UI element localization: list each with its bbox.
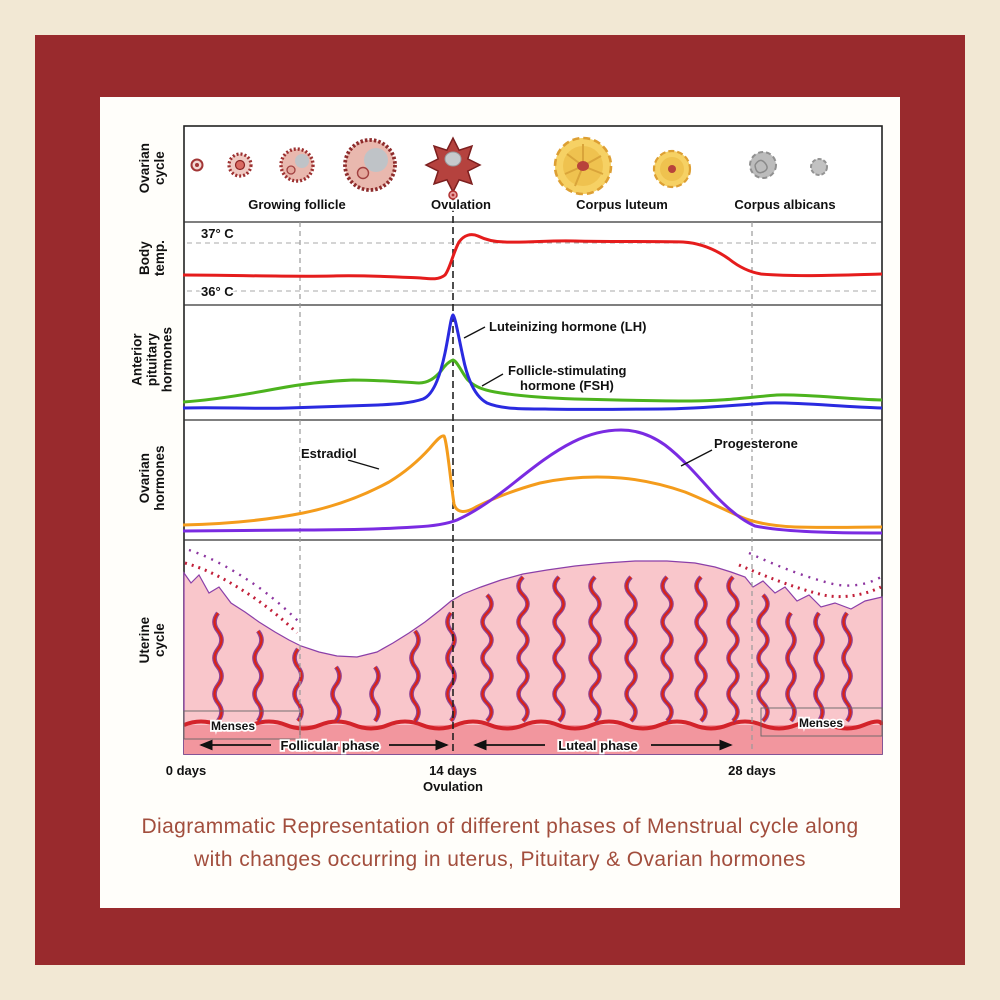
- fsh-curve: [182, 358, 883, 404]
- ovarian-cycle-icons: Growing follicle Ovulation Corpus luteum…: [190, 136, 836, 214]
- corpus-luteum-icon: [553, 136, 613, 196]
- fsh-label-line2: hormone (FSH): [520, 378, 614, 393]
- menstrual-cycle-diagram: Menses Menses 37° C 36° C Lute: [166, 125, 883, 794]
- primary-follicle-icon: [190, 158, 204, 172]
- estradiol-leader-line: [347, 459, 380, 470]
- menses-speckles-right-2: [748, 551, 882, 587]
- ovulation-icon: [424, 136, 482, 200]
- basal-layer-line: [183, 719, 883, 731]
- phase-annotations: Follicular phase Luteal phase: [199, 736, 733, 755]
- body-temp-curve: [182, 233, 883, 281]
- corpus-luteum-label: Corpus luteum: [576, 197, 668, 212]
- menses-left-box: [183, 710, 301, 740]
- estradiol-label: Estradiol: [301, 446, 357, 461]
- ovarian-hormones-plot: Estradiol Progesterone: [182, 428, 883, 535]
- diagram-panel: Ovarian cycle Body temp. Anterior pituit…: [100, 97, 900, 908]
- tick-28-days: 28 days: [728, 763, 776, 778]
- fsh-leader-line: [481, 373, 504, 387]
- body-temp-plot: 37° C 36° C: [182, 224, 883, 301]
- progesterone-leader-line: [680, 449, 713, 467]
- fsh-label-line1: Follicle-stimulating: [508, 363, 627, 378]
- lh-label: Luteinizing hormone (LH): [489, 319, 646, 334]
- progesterone-label: Progesterone: [714, 436, 798, 451]
- menses-left-label: Menses: [211, 719, 255, 733]
- tick-14-days: 14 days: [429, 763, 477, 778]
- lh-leader-line: [463, 326, 486, 339]
- lh-curve: [182, 313, 883, 411]
- x-axis-labels: 0 days 14 days Ovulation 28 days: [166, 763, 776, 794]
- temp-36-label: 36° C: [201, 284, 234, 299]
- antral-follicle-icon: [279, 147, 315, 183]
- luteal-phase-label: Luteal phase: [558, 738, 637, 753]
- progesterone-curve: [182, 428, 883, 535]
- corpus-luteum-small-icon: [652, 149, 692, 189]
- secondary-follicle-icon: [227, 152, 253, 178]
- menses-right-box: [760, 707, 883, 737]
- growing-follicle-label: Growing follicle: [248, 197, 346, 212]
- pituitary-plot: Luteinizing hormone (LH) Follicle-stimul…: [182, 313, 883, 411]
- follicular-phase-label: Follicular phase: [281, 738, 380, 753]
- ovulation-stage-label: Ovulation: [431, 197, 491, 212]
- corpus-albicans-label: Corpus albicans: [734, 197, 835, 212]
- figure-caption: Diagrammatic Representation of different…: [141, 815, 859, 871]
- mature-follicle-icon: [343, 138, 397, 192]
- menses-right-label: Menses: [799, 716, 843, 730]
- temp-37-label: 37° C: [201, 226, 234, 241]
- tick-0-days: 0 days: [166, 763, 206, 778]
- tick-14-ovulation: Ovulation: [423, 779, 483, 794]
- endometrium-area: [183, 560, 883, 755]
- corpus-albicans-icon: [749, 151, 828, 179]
